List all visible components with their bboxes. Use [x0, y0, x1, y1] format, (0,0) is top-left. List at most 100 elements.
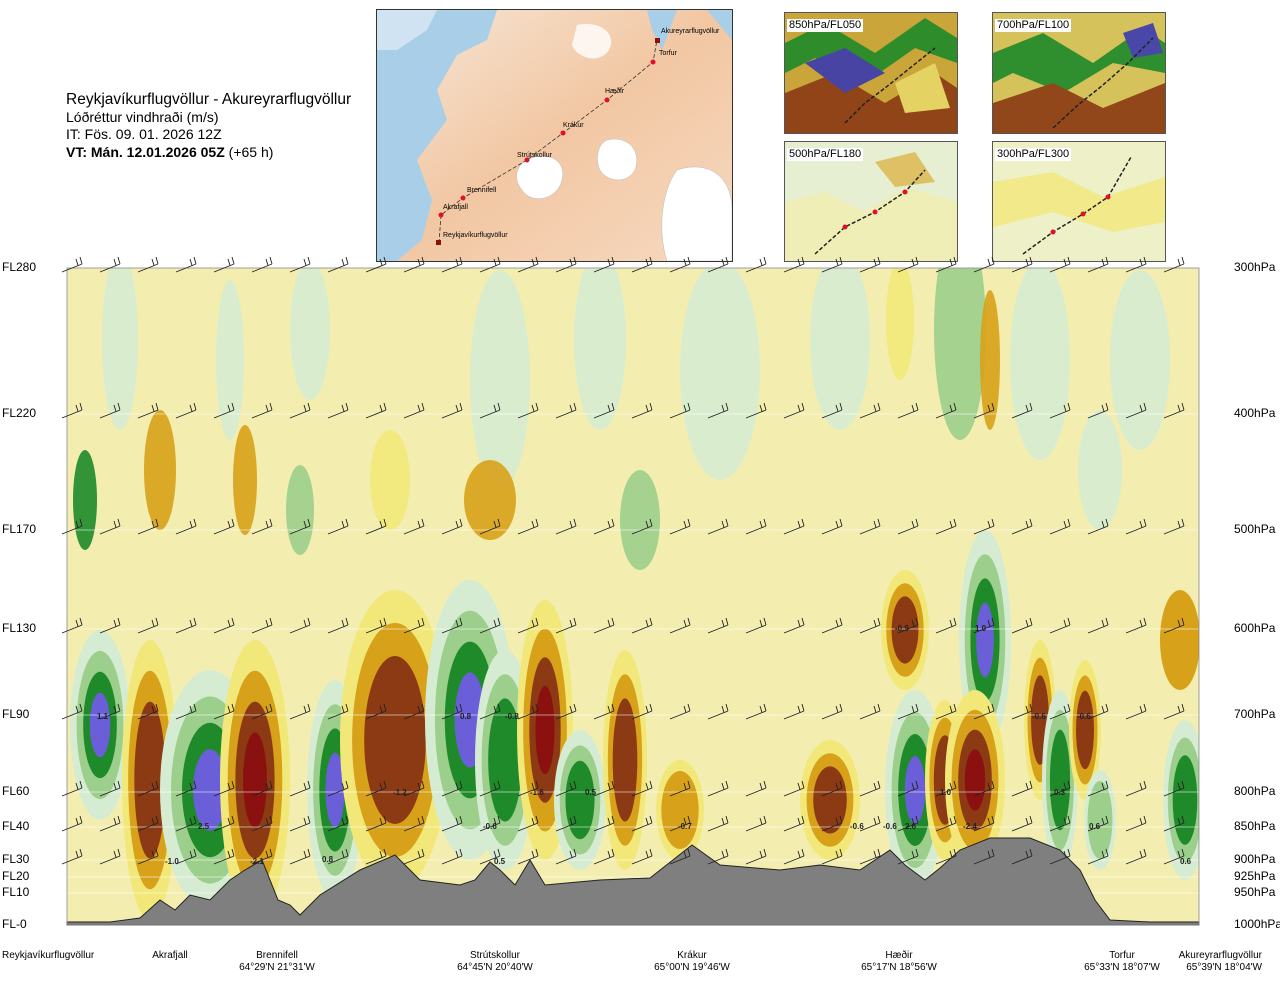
wind-barb-2-28-shape [1125, 518, 1147, 535]
wind-barb-5-17 [707, 780, 729, 797]
wind-barb-3-22-shape [897, 617, 919, 634]
wind-barb-4-22-shape [897, 703, 919, 720]
map-label-krakur: Krákur [563, 122, 584, 129]
wind-barb-0-2-shape [137, 256, 159, 273]
wind-barb-1-9-shape [403, 402, 425, 419]
wind-barb-0-15 [631, 256, 653, 273]
wind-barb-1-25 [1011, 402, 1033, 419]
wind-barb-0-0 [61, 256, 83, 273]
wind-barb-7-14-shape [593, 848, 615, 865]
wind-barb-3-20 [821, 617, 843, 634]
plume-14-layer-3 [904, 756, 926, 824]
wind-barb-5-25-shape [1011, 780, 1033, 797]
plume-11-layer-1 [661, 771, 699, 849]
level-panel-500-label: 500hPa/FL180 [787, 148, 864, 161]
pressure-level-label-900hpa: 900hPa [1234, 852, 1276, 866]
wind-barb-1-29-shape [1163, 402, 1185, 419]
wind-barb-0-16 [669, 256, 691, 273]
waypoint-name-0: Reykjavíkurflugvöllur [2, 950, 95, 961]
wind-barb-1-8-shape [365, 402, 387, 419]
wind-barb-4-9 [403, 703, 425, 720]
map-marker-krakur [560, 130, 566, 136]
wind-barb-2-7 [327, 518, 349, 535]
wind-barb-1-24-shape [973, 402, 995, 419]
wind-barb-4-27-shape [1087, 703, 1109, 720]
wind-barb-1-6-shape [289, 402, 311, 419]
wind-barb-6-28 [1125, 815, 1147, 832]
wind-barb-7-6-shape [289, 848, 311, 865]
wind-barb-6-14-shape [593, 815, 615, 832]
wind-barb-7-26-shape [1049, 848, 1071, 865]
soft-band-8 [1010, 268, 1070, 460]
waypoint-name-1: Akrafjall [152, 950, 188, 961]
wind-barb-0-19 [783, 256, 805, 273]
wind-barb-0-11 [479, 256, 501, 273]
map-marker-reykjavik [436, 240, 441, 245]
map-marker-akureyri [655, 38, 660, 43]
wind-barb-5-0 [61, 780, 83, 797]
soft-band-3 [470, 270, 530, 490]
flight-level-label-fl-0: FL-0 [2, 917, 27, 931]
plume-7-layer-2 [488, 698, 522, 822]
wind-barb-6-4-shape [213, 815, 235, 832]
wind-barb-2-8 [365, 518, 387, 535]
wind-barb-2-13 [555, 518, 577, 535]
wind-barb-5-28 [1125, 780, 1147, 797]
wind-barb-2-16-shape [669, 518, 691, 535]
wind-barb-5-11 [479, 780, 501, 797]
wind-barb-3-29 [1163, 617, 1185, 634]
contour-value-14: -0.6 [883, 822, 897, 831]
wind-barb-4-15 [631, 703, 653, 720]
wind-barb-4-7 [327, 703, 349, 720]
wind-barb-0-6-shape [289, 256, 311, 273]
wind-barb-4-16 [669, 703, 691, 720]
wind-barb-1-0 [61, 402, 83, 419]
wind-barb-0-7 [327, 256, 349, 273]
wind-barb-1-20-shape [821, 402, 843, 419]
wind-barb-0-2 [137, 256, 159, 273]
wind-barb-5-14 [593, 780, 615, 797]
wind-barb-4-6-shape [289, 703, 311, 720]
wind-barb-4-26-shape [1049, 703, 1071, 720]
wind-barb-6-7-shape [327, 815, 349, 832]
wind-barb-3-16 [669, 617, 691, 634]
wind-barb-5-15 [631, 780, 653, 797]
flight-level-label-fl60: FL60 [2, 784, 30, 798]
wind-barb-7-17 [707, 848, 729, 865]
waypoint-coord-4: 65°00'N 19°46'W [654, 962, 730, 973]
wind-barb-0-5 [251, 256, 273, 273]
wind-barb-3-8 [365, 617, 387, 634]
wind-barb-2-19 [783, 518, 805, 535]
wind-barb-3-2 [137, 617, 159, 634]
wind-barb-0-18-shape [745, 256, 767, 273]
wind-barb-3-1-shape [99, 617, 121, 634]
map-label-akrafjall: Akrafjall [443, 204, 468, 211]
wind-barb-7-27-shape [1087, 848, 1109, 865]
soft-band-13 [233, 425, 257, 535]
wind-barb-6-21 [859, 815, 881, 832]
wind-barb-5-7 [327, 780, 349, 797]
wind-barb-5-4 [213, 780, 235, 797]
contour-value-3: -2.1 [250, 857, 264, 866]
wind-barb-7-9 [403, 848, 425, 865]
wind-barb-5-21-shape [859, 780, 881, 797]
wind-barb-2-22 [897, 518, 919, 535]
wind-barb-2-25-shape [1011, 518, 1033, 535]
wind-barb-3-17-shape [707, 617, 729, 634]
wind-barb-2-0 [61, 518, 83, 535]
wind-barb-0-24 [973, 256, 995, 273]
contour-value-15: 2.6 [905, 822, 917, 831]
wind-barb-4-23 [935, 703, 957, 720]
terrain [66, 837, 1200, 926]
wind-barb-7-9-shape [403, 848, 425, 865]
wind-barb-5-12-shape [517, 780, 539, 797]
wind-barb-1-12 [517, 402, 539, 419]
wind-barb-0-21 [859, 256, 881, 273]
wind-barb-7-19-shape [783, 848, 805, 865]
wind-barb-4-11 [479, 703, 501, 720]
contour-value-13: -0.6 [850, 822, 864, 831]
wind-barb-3-25 [1011, 617, 1033, 634]
wind-barb-5-5-shape [251, 780, 273, 797]
wind-barb-3-1 [99, 617, 121, 634]
wind-barb-1-1 [99, 402, 121, 419]
